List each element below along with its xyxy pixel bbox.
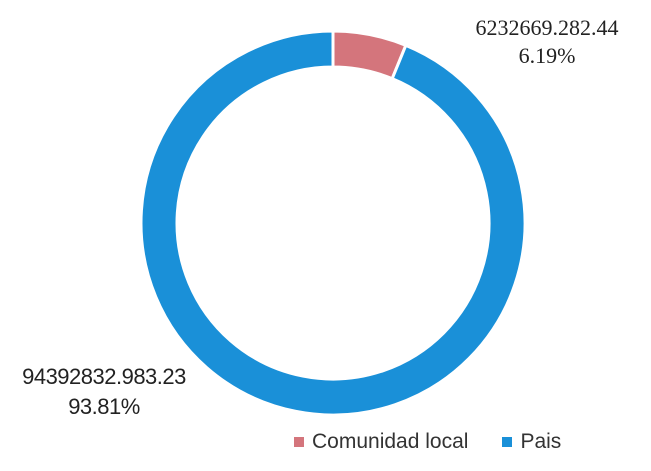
value-label-pais: 94392832.983.23 <box>22 364 186 389</box>
legend-label-pais: Pais <box>520 430 562 453</box>
legend-label-comunidad-local: Comunidad local <box>312 430 469 453</box>
legend-swatch-pais <box>502 437 513 447</box>
legend-swatch-comunidad-local <box>294 437 304 447</box>
donut-slices <box>139 29 527 417</box>
data-label-pais: 94392832.983.23 93.81% <box>4 362 204 422</box>
chart-legend: Comunidad local Pais <box>294 430 595 454</box>
value-label-comunidad-local: 6232669.282.44 <box>475 15 619 40</box>
slice-pais[interactable] <box>139 29 527 417</box>
legend-item-comunidad-local[interactable]: Comunidad local <box>294 430 468 454</box>
percent-label-comunidad-local: 6.19% <box>518 43 576 68</box>
data-label-comunidad-local: 6232669.282.44 6.19% <box>452 14 642 70</box>
legend-item-pais[interactable]: Pais <box>502 430 561 454</box>
percent-label-pais: 93.81% <box>68 394 140 419</box>
